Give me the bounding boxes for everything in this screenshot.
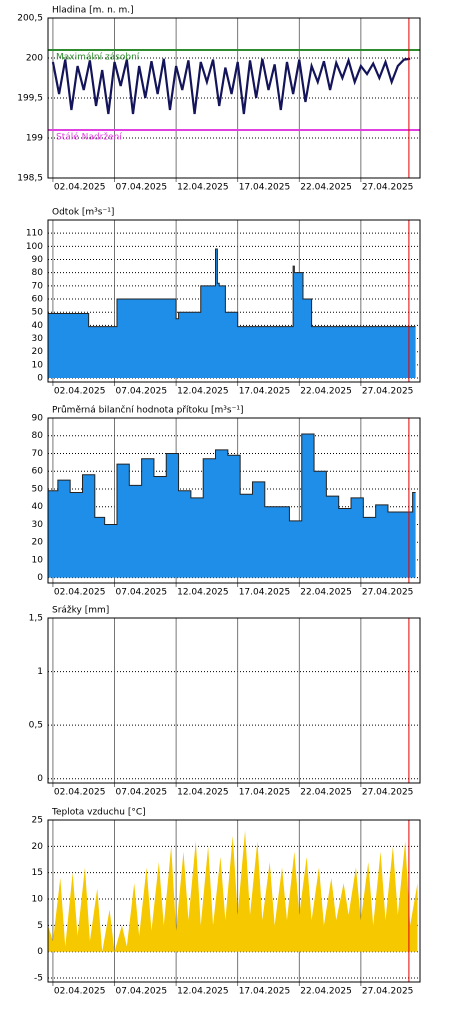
step-line (48, 433, 416, 525)
y-tick-label: 200 (26, 54, 43, 64)
y-tick-label: 50 (32, 308, 44, 318)
chart-title: Odtok [m³s⁻¹] (52, 208, 114, 218)
x-tick-label: 22.04.2025 (300, 788, 352, 798)
plot-frame (47, 617, 421, 784)
x-tick-label: 17.04.2025 (239, 588, 291, 598)
y-tick-label: 90 (32, 255, 44, 265)
plot-frame (47, 417, 421, 584)
x-tick-label: 27.04.2025 (362, 387, 414, 397)
plot-frame (47, 17, 421, 179)
y-tick-label: 60 (32, 467, 44, 477)
y-tick-label: 0,5 (29, 721, 43, 731)
x-tick-label: 07.04.2025 (116, 788, 168, 798)
chart-title: Teplota vzduchu [°C] (51, 808, 146, 818)
y-tick-label: 30 (32, 520, 44, 530)
y-tick-label: 1 (37, 667, 43, 677)
y-tick-label: 0 (37, 374, 43, 384)
y-tick-label: 70 (32, 449, 44, 459)
x-tick-label: 02.04.2025 (54, 987, 106, 997)
y-tick-label: 40 (32, 321, 44, 331)
reference-label: Stálé Nadržení (56, 132, 122, 143)
x-tick-label: 02.04.2025 (54, 387, 106, 397)
x-tick-label: 17.04.2025 (239, 387, 291, 397)
x-tick-label: 02.04.2025 (54, 183, 106, 193)
area (48, 433, 416, 578)
x-tick-label: 12.04.2025 (177, 183, 229, 193)
y-tick-label: 1,5 (29, 614, 43, 624)
x-tick-label: 17.04.2025 (239, 183, 291, 193)
y-tick-label: 20 (32, 842, 44, 852)
chart-title: Průměrná bilanční hodnota přítoku [m³s⁻¹… (52, 405, 243, 416)
y-tick-label: 198,5 (17, 174, 43, 184)
y-tick-label: 60 (32, 295, 44, 305)
y-tick-label: 25 (32, 816, 43, 826)
x-tick-label: 17.04.2025 (239, 788, 291, 798)
y-tick-label: 90 (32, 414, 44, 424)
x-tick-label: 22.04.2025 (300, 387, 352, 397)
y-tick-label: 20 (32, 347, 44, 357)
y-tick-label: 0 (37, 947, 43, 957)
x-tick-label: 02.04.2025 (54, 788, 106, 798)
y-tick-label: 0 (37, 573, 43, 583)
x-tick-label: 27.04.2025 (362, 183, 414, 193)
plot-frame (47, 819, 421, 983)
y-tick-label: 10 (32, 555, 44, 565)
x-tick-label: 27.04.2025 (362, 588, 414, 598)
y-tick-label: 80 (32, 268, 44, 278)
step-line (48, 248, 416, 328)
chart-title: Hladina [m. n. m.] (52, 6, 134, 16)
x-tick-label: 27.04.2025 (362, 987, 414, 997)
x-tick-label: 27.04.2025 (362, 788, 414, 798)
x-tick-label: 12.04.2025 (177, 788, 229, 798)
x-tick-label: 02.04.2025 (54, 588, 106, 598)
reference-label: Maximální zásobní (56, 53, 140, 63)
y-tick-label: 30 (32, 334, 44, 344)
plot (48, 248, 416, 379)
line (51, 56, 411, 115)
x-tick-label: 22.04.2025 (300, 987, 352, 997)
y-tick-label: 50 (32, 484, 44, 494)
y-tick-label: 110 (26, 229, 43, 239)
x-tick-label: 07.04.2025 (116, 183, 168, 193)
chart-title: Srážky [mm] (52, 606, 109, 616)
y-tick-label: 10 (32, 360, 44, 370)
plot-frame (47, 219, 421, 383)
x-tick-label: 17.04.2025 (239, 987, 291, 997)
area (48, 248, 416, 379)
y-tick-label: 40 (32, 502, 44, 512)
y-tick-label: 199 (26, 134, 43, 144)
y-tick-label: 80 (32, 431, 44, 441)
y-tick-label: 5 (37, 921, 43, 931)
y-tick-label: 20 (32, 538, 44, 548)
y-tick-label: 70 (32, 281, 44, 291)
x-tick-label: 07.04.2025 (116, 588, 168, 598)
x-tick-label: 22.04.2025 (300, 183, 352, 193)
y-tick-label: 100 (26, 242, 43, 252)
plot (48, 433, 416, 578)
y-tick-label: -5 (34, 974, 43, 984)
x-tick-label: 12.04.2025 (177, 588, 229, 598)
y-tick-label: 10 (32, 895, 44, 905)
area (48, 830, 418, 952)
y-tick-label: 199,5 (17, 94, 43, 104)
plot (51, 56, 411, 115)
x-tick-label: 12.04.2025 (177, 387, 229, 397)
y-tick-label: 0 (37, 774, 43, 784)
x-tick-label: 22.04.2025 (300, 588, 352, 598)
y-tick-label: 200,5 (17, 14, 43, 24)
x-tick-label: 12.04.2025 (177, 987, 229, 997)
y-tick-label: 15 (32, 868, 43, 878)
x-tick-label: 07.04.2025 (116, 987, 168, 997)
x-tick-label: 07.04.2025 (116, 387, 168, 397)
plot (48, 830, 418, 952)
